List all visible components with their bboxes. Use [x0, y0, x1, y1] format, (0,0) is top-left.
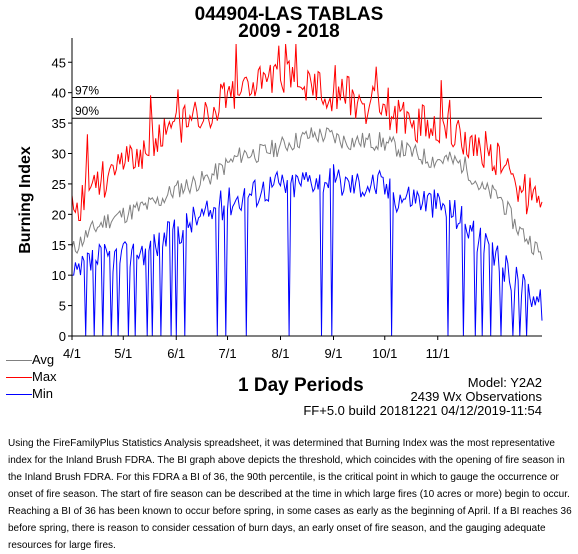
y-tick-label: 45 — [52, 55, 66, 70]
legend-avg-label: Avg — [32, 352, 55, 367]
x-axis-label: 1 Day Periods — [238, 375, 364, 396]
threshold-label: 90% — [75, 104, 99, 118]
chart-title: 044904-LAS TABLAS — [194, 4, 384, 25]
legend-max: Max — [6, 369, 57, 384]
observation-count: 2439 Wx Observations — [410, 389, 542, 404]
build-info: FF+5.0 build 20181221 04/12/2019-11:54 — [303, 403, 542, 418]
legend-max-label: Max — [32, 369, 57, 384]
y-tick-label: 5 — [59, 299, 66, 314]
x-tick-label: 4/1 — [63, 346, 81, 361]
model-info: Model: Y2A2 — [467, 375, 542, 390]
x-tick-label: 7/1 — [218, 346, 236, 361]
y-tick-label: 35 — [52, 116, 66, 131]
series-min-line — [71, 164, 543, 337]
threshold-label: 97% — [75, 84, 99, 98]
series-max-line — [71, 43, 543, 221]
chart-subtitle: 2009 - 2018 — [238, 21, 340, 42]
y-tick-label: 25 — [52, 177, 66, 192]
y-axis-label: Burning Index — [17, 146, 34, 254]
y-tick-label: 40 — [52, 86, 66, 101]
legend-min-swatch — [6, 394, 32, 396]
legend-avg: Avg — [6, 352, 54, 367]
burning-index-chart: 97% 90% 0 5 10 15 20 25 30 35 40 45 4/1 5/1 6/1 7/1 8/… — [17, 38, 543, 361]
legend-avg-swatch — [6, 360, 32, 362]
y-tick-label: 20 — [52, 207, 66, 222]
legend-max-swatch — [6, 377, 32, 379]
y-tick-label: 15 — [52, 238, 66, 253]
y-tick-label: 10 — [52, 268, 66, 283]
x-tick-label: 11/1 — [426, 346, 450, 361]
description-text: Using the FireFamilyPlus Statistics Anal… — [8, 438, 572, 551]
legend-min: Min — [6, 386, 53, 401]
series-avg-line — [71, 127, 543, 260]
x-tick-label: 9/1 — [324, 346, 342, 361]
x-tick-label: 8/1 — [271, 346, 289, 361]
x-tick-label: 6/1 — [167, 346, 185, 361]
legend-min-label: Min — [32, 386, 53, 401]
x-tick-label: 5/1 — [114, 346, 132, 361]
y-tick-label: 30 — [52, 147, 66, 162]
y-tick-label: 0 — [59, 329, 66, 344]
x-tick-label: 10/1 — [372, 346, 397, 361]
